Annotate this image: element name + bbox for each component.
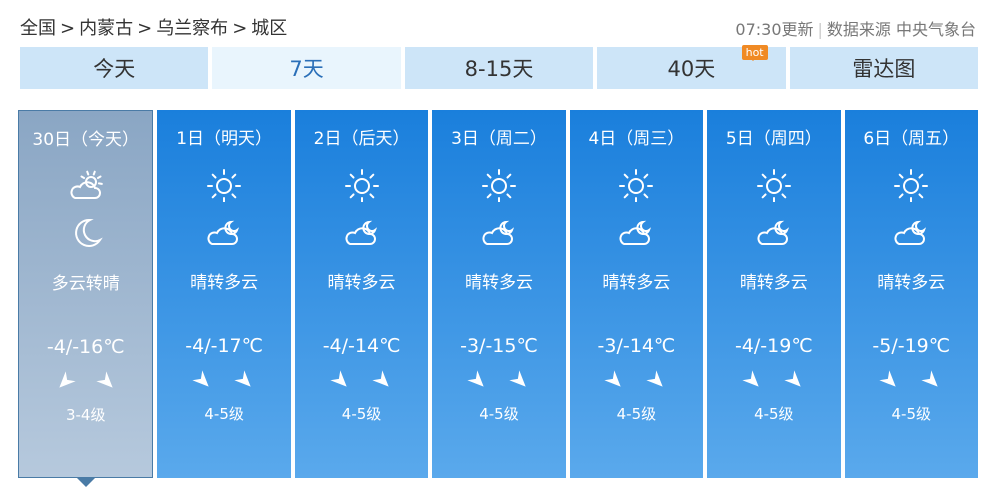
day-card[interactable]: 5日（周四） 晴转多云 -4/-19℃ 4-5级 [707, 110, 841, 478]
temperature: -3/-14℃ [597, 335, 676, 357]
breadcrumb-item[interactable]: 乌兰察布 [156, 18, 229, 39]
wind-directions [19, 371, 152, 392]
tab-3[interactable]: 40天 hot [597, 45, 786, 89]
day-card[interactable]: 2日（后天） 晴转多云 -4/-14℃ 4-5级 [294, 110, 429, 478]
day-date: 3日（周二） [451, 129, 547, 149]
sun-icon [207, 169, 242, 202]
weather-desc: 晴转多云 [877, 273, 946, 293]
tab-label: 雷达图 [852, 57, 916, 81]
day-card[interactable]: 30日（今天） 多云转晴 -4/-16℃ 3-4级 [18, 110, 154, 487]
breadcrumb: 全国 > 内蒙古 > 乌兰察布 > 城区 [20, 14, 291, 40]
day-date: 5日（周四） [725, 129, 822, 149]
wind-level: 4-5级 [204, 405, 244, 423]
day-date: 2日（后天） [313, 129, 410, 149]
update-info: 07:30更新 | 数据来源 中央气象台 [735, 16, 976, 40]
breadcrumb-separator: > [137, 18, 153, 39]
wind-arrow-icon [59, 371, 76, 388]
breadcrumb-separator: > [232, 18, 248, 39]
update-time: 07:30更新 [735, 20, 814, 39]
tab-label: 40天 [667, 57, 716, 81]
wind-directions [707, 370, 840, 391]
temperature: -4/-19℃ [734, 335, 813, 357]
tab-label: 今天 [93, 57, 136, 81]
breadcrumb-item[interactable]: 内蒙古 [79, 18, 134, 39]
sun-icon [619, 169, 654, 202]
hot-badge: hot [741, 45, 768, 61]
cloudy-night-icon [207, 220, 240, 245]
wind-arrow-icon [646, 370, 664, 387]
wind-arrow-icon [742, 370, 759, 387]
wind-arrow-icon [234, 370, 251, 387]
cloudy-night-icon [894, 220, 927, 245]
wind-directions [432, 370, 565, 391]
day-card[interactable]: 6日（周五） 晴转多云 -5/-19℃ 4-5级 [844, 110, 978, 478]
wind-level: 4-5级 [341, 405, 382, 423]
tab-0[interactable]: 今天 [20, 47, 209, 89]
weather-desc: 晴转多云 [602, 273, 671, 293]
breadcrumb-separator: > [60, 18, 76, 39]
wind-level: 4-5级 [754, 405, 794, 423]
tab-2[interactable]: 8-15天 [404, 47, 594, 89]
breadcrumb-item[interactable]: 全国 [20, 18, 56, 39]
weather-desc: 晴转多云 [739, 273, 808, 293]
wind-arrow-icon [879, 370, 896, 387]
wind-directions [295, 370, 428, 391]
day-card[interactable]: 1日（明天） 晴转多云 -4/-17℃ 4-5级 [157, 110, 291, 478]
tab-label: 8-15天 [464, 57, 534, 81]
wind-arrow-icon [509, 370, 526, 387]
wind-arrow-icon [467, 370, 484, 387]
wind-directions [845, 370, 978, 391]
wind-level: 4-5级 [891, 405, 931, 423]
weather-desc: 多云转晴 [51, 274, 120, 294]
wind-arrow-icon [784, 370, 801, 387]
cloudy-night-icon [482, 220, 515, 245]
day-date: 30日（今天） [32, 130, 140, 150]
partly-cloudy-icon [70, 170, 103, 199]
cloudy-night-icon [619, 220, 652, 245]
wind-directions [157, 370, 290, 391]
wind-level: 3-4级 [65, 406, 106, 424]
temperature: -5/-19℃ [872, 335, 951, 357]
wind-directions [570, 370, 703, 391]
wind-arrow-icon [921, 370, 938, 387]
temperature: -4/-14℃ [322, 335, 401, 357]
forecast-list: 30日（今天） 多云转晴 -4/-16℃ 3-4级 1日（明天） 晴转多云 -4/… [18, 110, 978, 487]
breadcrumb-item[interactable]: 城区 [251, 18, 288, 39]
temperature: -4/-17℃ [185, 335, 263, 357]
data-source: 数据来源 中央气象台 [826, 20, 976, 39]
wind-arrow-icon [371, 370, 389, 387]
divider: | [817, 20, 823, 39]
tab-1[interactable]: 7天 [212, 47, 401, 89]
wind-arrow-icon [604, 370, 622, 387]
day-date: 1日（明天） [176, 129, 273, 149]
day-date: 4日（周三） [588, 129, 685, 149]
cloudy-night-icon [345, 220, 377, 245]
sun-icon [756, 169, 791, 202]
weather-desc: 晴转多云 [464, 273, 533, 293]
wind-level: 4-5级 [616, 405, 657, 423]
wind-arrow-icon [329, 370, 347, 387]
temperature: -4/-16℃ [46, 336, 125, 358]
weather-desc: 晴转多云 [327, 273, 396, 293]
weather-desc: 晴转多云 [190, 273, 259, 293]
tab-label: 7天 [289, 57, 324, 81]
tab-bar: 今天 7天 8-15天 40天 hot 雷达图 [20, 45, 979, 89]
sun-icon [481, 169, 516, 202]
wind-arrow-icon [192, 370, 209, 387]
wind-level: 4-5级 [479, 405, 519, 423]
cloudy-night-icon [757, 220, 789, 245]
moon-icon [74, 218, 103, 247]
sun-icon [344, 169, 379, 202]
wind-arrow-icon [96, 371, 113, 388]
tab-4[interactable]: 雷达图 [789, 47, 979, 89]
day-card[interactable]: 3日（周二） 晴转多云 -3/-15℃ 4-5级 [432, 110, 566, 478]
temperature: -3/-15℃ [460, 335, 538, 357]
day-card[interactable]: 4日（周三） 晴转多云 -3/-14℃ 4-5级 [569, 110, 704, 478]
day-date: 6日（周五） [863, 129, 960, 149]
sun-icon [894, 169, 929, 202]
